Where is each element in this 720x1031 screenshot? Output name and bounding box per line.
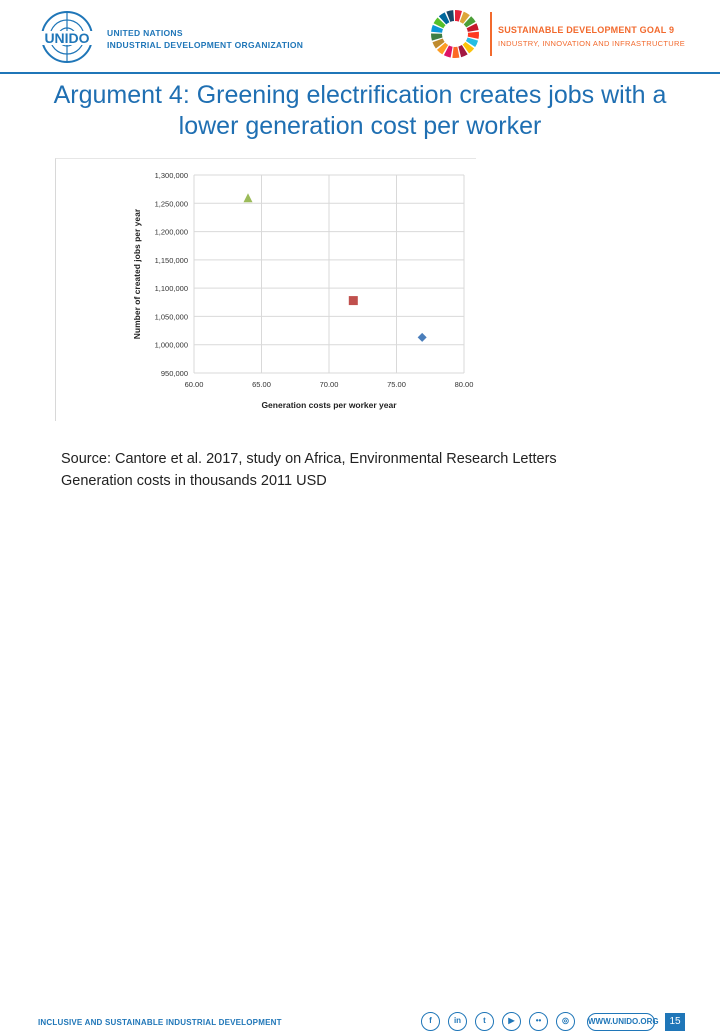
- sdg-wheel-segment: [438, 12, 450, 25]
- x-tick-label: 75.00: [387, 380, 406, 389]
- y-tick-label: 950,000: [161, 369, 188, 378]
- org-name: UNITED NATIONS INDUSTRIAL DEVELOPMENT OR…: [107, 27, 303, 51]
- sdg-wheel-segment: [465, 37, 479, 48]
- chart-canvas: 950,000 1,000,000 1,050,000 1,100,000 1,150,…: [132, 171, 474, 410]
- flickr-icon[interactable]: ••: [529, 1012, 548, 1031]
- sdg-wheel-segment: [431, 24, 443, 33]
- y-tick-label: 1,200,000: [155, 228, 188, 237]
- unido-logo-text: UNIDO: [44, 30, 89, 46]
- twitter-icon[interactable]: t: [475, 1012, 494, 1031]
- x-tick-label: 70.00: [320, 380, 339, 389]
- sdg-wheel-segment: [433, 17, 446, 29]
- org-name-line1: UNITED NATIONS: [107, 28, 183, 38]
- header-rule: [0, 72, 720, 74]
- x-tick-label: 80.00: [455, 380, 474, 389]
- sdg-goal-title: SUSTAINABLE DEVELOPMENT GOAL 9: [498, 25, 675, 35]
- y-tick-label: 1,300,000: [155, 171, 188, 180]
- x-tick-label: 65.00: [252, 380, 271, 389]
- sdg-divider: [490, 12, 492, 56]
- sdg-wheel-segment: [452, 46, 460, 58]
- source-note: Source: Cantore et al. 2017, study on Af…: [61, 448, 557, 492]
- sdg-wheel-segment: [458, 45, 468, 58]
- slide-title-line1: Argument 4: Greening electrification cre…: [53, 81, 667, 109]
- data-point-current-policies: [417, 332, 427, 342]
- x-tick-label: 60.00: [185, 380, 204, 389]
- sdg-wheel-segment: [459, 11, 470, 24]
- slide-title: Argument 4: Greening electrification cre…: [0, 80, 720, 142]
- sdg-wheel-segment: [446, 10, 455, 22]
- unido-logo: UNIDO: [36, 11, 98, 63]
- instagram-icon[interactable]: ◎: [556, 1012, 575, 1031]
- youtube-icon[interactable]: ▶: [502, 1012, 521, 1031]
- sdg-wheel-segment: [462, 41, 475, 54]
- footer: INCLUSIVE AND SUSTAINABLE INDUSTRIAL DEV…: [0, 500, 720, 1031]
- website-link[interactable]: WWW.UNIDO.ORG: [587, 1013, 659, 1031]
- x-axis-label: Generation costs per worker year: [261, 400, 397, 410]
- source-line2: Generation costs in thousands 2011 USD: [61, 473, 327, 489]
- y-tick-label: 1,050,000: [155, 312, 188, 321]
- sdg-wheel-icon: [431, 10, 479, 58]
- page-number: 15: [665, 1013, 685, 1031]
- y-tick-label: 1,150,000: [155, 256, 188, 265]
- sdg-goal-text: SUSTAINABLE DEVELOPMENT GOAL 9 INDUSTRY,…: [498, 24, 685, 50]
- header: UNIDO UNITED NATIONS INDUSTRIAL DEVELOPM…: [0, 0, 720, 74]
- sdg-wheel-segment: [466, 23, 479, 32]
- y-tick-label: 1,250,000: [155, 199, 188, 208]
- data-point-new-policies: [348, 296, 358, 306]
- sdg-wheel-segment: [436, 42, 449, 55]
- sdg-wheel-segment: [467, 31, 479, 39]
- source-line1: Source: Cantore et al. 2017, study on Af…: [61, 451, 557, 467]
- sdg-wheel-segment: [455, 10, 462, 22]
- y-tick-label: 1,000,000: [155, 341, 188, 350]
- slide-title-line2: lower generation cost per worker: [178, 112, 542, 140]
- sdg-wheel-segment: [432, 38, 445, 49]
- sdg-wheel-segment: [463, 16, 476, 28]
- org-name-line2: INDUSTRIAL DEVELOPMENT ORGANIZATION: [107, 40, 304, 50]
- scatter-chart: 950,000 1,000,000 1,050,000 1,100,000 1,150,…: [55, 158, 476, 421]
- sdg-wheel-segment: [431, 33, 443, 41]
- data-point-450-ppm: [243, 193, 253, 203]
- y-axis-label: Number of created jobs per year: [132, 208, 142, 339]
- facebook-icon[interactable]: f: [421, 1012, 440, 1031]
- y-tick-label: 1,100,000: [155, 284, 188, 293]
- linkedin-icon[interactable]: in: [448, 1012, 467, 1031]
- sdg-wheel-segment: [443, 45, 453, 58]
- footer-tagline: INCLUSIVE AND SUSTAINABLE INDUSTRIAL DEV…: [38, 1018, 282, 1027]
- sdg-goal-subtitle: INDUSTRY, INNOVATION AND INFRASTRUCTURE: [498, 39, 685, 48]
